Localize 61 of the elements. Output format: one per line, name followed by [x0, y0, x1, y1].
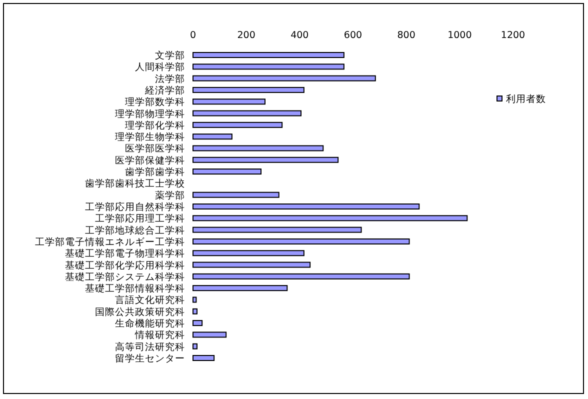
x-tick-label: 0 — [190, 30, 196, 41]
y-tick-label: 文学部 — [155, 50, 185, 62]
y-tick-label: 基礎工学部情報科学科 — [85, 282, 185, 295]
bar — [192, 320, 203, 326]
bar — [192, 156, 339, 163]
bar — [192, 75, 376, 82]
x-tick-label: 200 — [237, 30, 256, 41]
bar — [192, 64, 344, 70]
y-tick-label: 理学部生物学科 — [115, 131, 185, 144]
bar — [192, 204, 420, 210]
bar — [192, 355, 215, 361]
x-tick-label: 400 — [290, 30, 309, 41]
y-tick-label: 基礎工学部電子物理科学科 — [65, 248, 185, 260]
y-tick-label: 留学生センター — [115, 352, 185, 364]
bar — [192, 226, 362, 233]
y-tick-label: 理学部数学科 — [125, 96, 185, 108]
x-tick-label: 800 — [397, 30, 416, 41]
y-tick-label: 歯学部歯学科 — [125, 166, 185, 178]
bar — [192, 110, 302, 116]
y-tick-label: 歯学部歯科技工士学校 — [85, 178, 185, 190]
y-tick-label: 工学部電子情報エネルギー工学科 — [35, 236, 185, 248]
bar — [192, 98, 266, 105]
bar — [192, 250, 304, 256]
bar — [192, 273, 410, 280]
bar — [192, 86, 304, 93]
y-tick-label: 人間科学部 — [135, 61, 185, 74]
bar — [192, 308, 198, 314]
y-tick-label: 工学部応用理工学科 — [95, 212, 185, 225]
bar — [192, 332, 227, 338]
bar — [192, 285, 288, 292]
y-tick-label: 理学部物理学科 — [115, 108, 185, 120]
bar — [192, 296, 197, 303]
y-tick-label: 経済学部 — [144, 84, 185, 96]
bar — [192, 52, 344, 58]
y-tick-label: 理学部化学科 — [125, 119, 185, 132]
y-tick-label: 法学部 — [155, 72, 185, 85]
legend-label: 利用者数 — [506, 93, 546, 105]
bar — [192, 215, 468, 222]
x-tick-label: 1000 — [448, 30, 472, 41]
y-tick-label: 医学部保健学科 — [115, 154, 185, 166]
y-tick-label: 医学部医学科 — [125, 142, 185, 155]
x-tick-label: 600 — [344, 30, 362, 41]
x-tick-label: 1200 — [500, 30, 526, 41]
bar — [192, 343, 198, 350]
bar — [192, 134, 232, 140]
bar — [192, 262, 311, 268]
y-tick-label: 工学部応用自然科学科 — [85, 201, 185, 213]
bar — [192, 192, 280, 198]
y-tick-label: 高等司法研究科 — [115, 340, 185, 353]
y-tick-label: 情報研究科 — [134, 329, 185, 342]
bar — [192, 168, 262, 175]
y-tick-label: 基礎工学部システム科学科 — [65, 270, 185, 283]
bar — [192, 145, 324, 152]
y-tick-label: 国際公共政策研究科 — [95, 306, 185, 318]
bar — [192, 238, 410, 244]
y-tick-label: 薬学部 — [155, 189, 185, 202]
y-tick-label: 基礎工学部化学応用科学科 — [65, 259, 185, 272]
y-tick-label: 工学部地球総合工学科 — [85, 224, 185, 236]
y-tick-label: 生命機能研究科 — [115, 318, 185, 330]
y-tick-label: 言語文化研究科 — [115, 294, 185, 306]
bar — [192, 122, 283, 128]
